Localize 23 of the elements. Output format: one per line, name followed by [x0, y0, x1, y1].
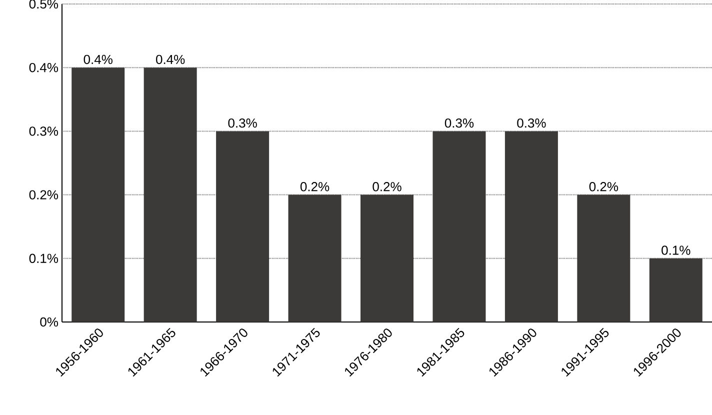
data-label: 0.3% [228, 118, 257, 128]
bar [144, 68, 197, 322]
bar [432, 131, 486, 322]
bar [577, 194, 630, 322]
bar [288, 194, 342, 322]
data-label: 0.2% [300, 182, 330, 192]
bar [504, 131, 558, 322]
bar [216, 131, 270, 322]
data-label: 0.2% [372, 182, 402, 192]
y-tick-label: 0.2% [29, 190, 58, 200]
data-label: 0.4% [84, 54, 112, 64]
bar [360, 194, 414, 322]
y-tick-label: 0.4% [29, 62, 58, 72]
y-tick-label: 0% [40, 317, 58, 327]
data-label: 0.3% [444, 118, 474, 128]
bar [72, 68, 125, 322]
y-tick-label: 0.1% [29, 254, 58, 263]
y-tick-label: 0.3% [29, 126, 58, 136]
data-label: 0.2% [589, 182, 618, 192]
bar [649, 258, 702, 322]
data-label: 0.1% [662, 246, 690, 255]
data-label: 0.3% [517, 118, 546, 128]
data-label: 0.4% [156, 54, 185, 64]
